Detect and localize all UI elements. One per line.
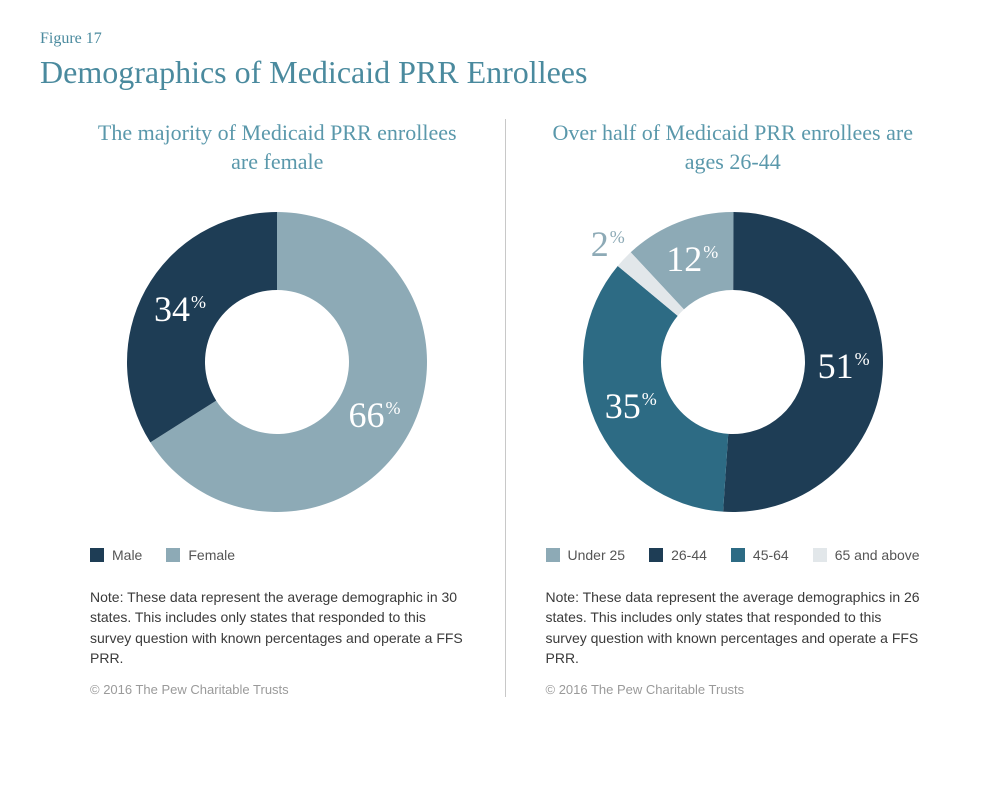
legend-item: Under 25	[546, 547, 626, 563]
figure-label: Figure 17	[40, 30, 950, 48]
legend-item: 26-44	[649, 547, 707, 563]
legend-swatch	[731, 548, 745, 562]
legend-label: 65 and above	[835, 547, 920, 563]
note-gender: Note: These data represent the average d…	[90, 587, 465, 668]
donut-gender: 66% 34%	[122, 207, 432, 517]
legend-swatch	[166, 548, 180, 562]
legend-label: 45-64	[753, 547, 789, 563]
slice-label: 51%	[818, 348, 870, 384]
legend-label: Under 25	[568, 547, 626, 563]
legend-age: Under 25 26-44 45-64 65 and above	[546, 547, 921, 563]
figure-title: Demographics of Medicaid PRR Enrollees	[40, 54, 950, 91]
donut-age: 12% 51% 35% 2%	[578, 207, 888, 517]
legend-item: Male	[90, 547, 142, 563]
slice-label: 34%	[154, 291, 206, 327]
note-age: Note: These data represent the average d…	[546, 587, 921, 668]
legend-label: Female	[188, 547, 235, 563]
donut-slice-male	[127, 212, 277, 442]
slice-label: 66%	[349, 397, 401, 433]
legend-gender: Male Female	[90, 547, 465, 563]
slice-label: 2%	[591, 226, 625, 262]
panel-age: Over half of Medicaid PRR enrollees are …	[506, 119, 951, 697]
panel-gender-title: The majority of Medicaid PRR enrollees a…	[90, 119, 465, 177]
copyright-gender: © 2016 The Pew Charitable Trusts	[90, 682, 465, 697]
panel-age-title: Over half of Medicaid PRR enrollees are …	[546, 119, 921, 177]
legend-label: 26-44	[671, 547, 707, 563]
legend-label: Male	[112, 547, 142, 563]
legend-item: 45-64	[731, 547, 789, 563]
legend-swatch	[546, 548, 560, 562]
slice-label: 12%	[666, 241, 718, 277]
panels-row: The majority of Medicaid PRR enrollees a…	[40, 119, 950, 697]
slice-label: 35%	[605, 388, 657, 424]
copyright-age: © 2016 The Pew Charitable Trusts	[546, 682, 921, 697]
panel-gender: The majority of Medicaid PRR enrollees a…	[40, 119, 506, 697]
legend-swatch	[649, 548, 663, 562]
legend-item: 65 and above	[813, 547, 920, 563]
legend-swatch	[813, 548, 827, 562]
legend-item: Female	[166, 547, 235, 563]
legend-swatch	[90, 548, 104, 562]
